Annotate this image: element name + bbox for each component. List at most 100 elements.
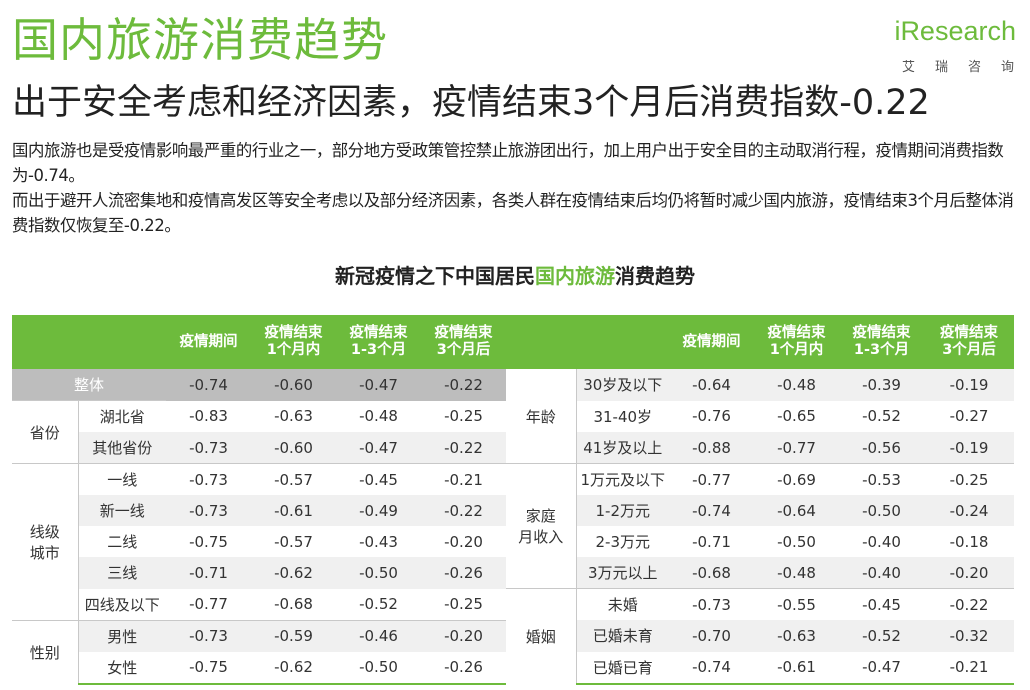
row-label: 已婚未育 bbox=[576, 620, 669, 652]
value-cell: -0.65 bbox=[777, 407, 816, 426]
value-cell: -0.68 bbox=[274, 595, 313, 613]
value-cell: -0.77 bbox=[189, 595, 228, 613]
value-cell: -0.64 bbox=[669, 369, 754, 401]
consumption-index-table: 疫情期间 疫情结束 1个月内 疫情结束 1-3个月 疫情结束 3个月后 疫情期间 疫情… bbox=[12, 315, 1014, 685]
value-cell: -0.22 bbox=[421, 369, 506, 401]
value-cell: -0.64 bbox=[754, 495, 839, 526]
table-row: 性别 男性 -0.73 -0.59 -0.46 -0.20 已婚未育 -0.70… bbox=[12, 619, 1014, 684]
value-cell: -0.73 bbox=[166, 432, 251, 464]
header-3-month-after-r: 疫情结束 3个月后 bbox=[924, 315, 1014, 369]
group-label-province: 省份 bbox=[12, 400, 79, 464]
value-cell: -0.49 bbox=[336, 495, 421, 526]
value-cell: -0.47 bbox=[336, 432, 421, 464]
value-cell: -0.83 bbox=[189, 407, 228, 426]
table-title: 新冠疫情之下中国居民国内旅游消费趋势 bbox=[335, 264, 695, 288]
row-label: 2-3万元 bbox=[595, 533, 651, 551]
value-cell: -0.20 bbox=[444, 532, 483, 551]
value-cell: -0.73 bbox=[166, 463, 251, 495]
row-label-overall: 整体 bbox=[12, 369, 166, 401]
value-cell: -0.22 bbox=[924, 588, 1014, 620]
table-row: 新一线 -0.73 -0.61 -0.49 -0.22 1-2万元 -0.74 … bbox=[12, 495, 1014, 526]
value-cell: -0.53 bbox=[839, 463, 924, 495]
value-cell: -0.52 bbox=[839, 620, 924, 652]
row-label: 31-40岁 bbox=[593, 407, 653, 426]
row-label: 41岁及以上 bbox=[576, 432, 669, 464]
header-blank-left bbox=[12, 315, 166, 369]
table-row: 省份 湖北省 -0.83 -0.63 -0.48 -0.25 31-40岁 -0… bbox=[12, 400, 1014, 464]
value-cell: -0.40 bbox=[839, 557, 924, 589]
value-cell: -0.22 bbox=[421, 495, 506, 526]
value-cell: -0.55 bbox=[754, 588, 839, 620]
value-cell: -0.26 bbox=[421, 557, 506, 589]
value-cell: -0.18 bbox=[949, 532, 989, 551]
value-cell: -0.77 bbox=[669, 463, 754, 495]
paragraph-line-1: 国内旅游也是受疫情影响最严重的行业之一，部分地方受政策管控禁止旅游团出行，加上用… bbox=[12, 141, 1004, 185]
value-cell: -0.60 bbox=[251, 432, 336, 464]
table-row: 二线 -0.75 -0.57 -0.43 -0.20 2-3万元 -0.71 -… bbox=[12, 526, 1014, 557]
value-cell: -0.77 bbox=[754, 432, 839, 464]
value-cell: -0.62 bbox=[251, 557, 336, 589]
row-label: 三线 bbox=[78, 557, 166, 589]
value-cell: -0.24 bbox=[924, 495, 1014, 526]
header-1-3-month-r: 疫情结束 1-3个月 bbox=[839, 315, 924, 369]
row-label: 1万元及以下 bbox=[576, 463, 669, 495]
value-cell: -0.59 bbox=[251, 619, 336, 652]
intro-paragraph: 国内旅游也是受疫情影响最严重的行业之一，部分地方受政策管控禁止旅游团出行，加上用… bbox=[12, 138, 1028, 238]
row-label: 3万元以上 bbox=[576, 557, 669, 589]
logo-chinese: 艾瑞咨询 bbox=[901, 60, 1030, 75]
value-cell: -0.47 bbox=[336, 369, 421, 401]
value-cell: -0.52 bbox=[359, 595, 398, 613]
row-label: 男性 bbox=[78, 619, 166, 652]
row-label: 四线及以下 bbox=[84, 595, 160, 614]
table-header-row: 疫情期间 疫情结束 1个月内 疫情结束 1-3个月 疫情结束 3个月后 疫情期间 疫情… bbox=[12, 315, 1014, 369]
value-cell: -0.20 bbox=[924, 557, 1014, 589]
row-label: 二线 bbox=[107, 533, 138, 551]
page-title: 国内旅游消费趋势 bbox=[12, 13, 388, 67]
value-cell: -0.40 bbox=[862, 532, 901, 551]
group-label-city-tier: 线级 城市 bbox=[12, 463, 79, 620]
value-cell: -0.19 bbox=[924, 369, 1014, 401]
value-cell: -0.39 bbox=[839, 369, 924, 401]
header-during: 疫情期间 bbox=[166, 315, 251, 369]
value-cell: -0.27 bbox=[949, 407, 989, 426]
header-1-month-r: 疫情结束 1个月内 bbox=[754, 315, 839, 369]
value-cell: -0.26 bbox=[421, 651, 506, 685]
value-cell: -0.32 bbox=[924, 620, 1014, 652]
value-cell: -0.45 bbox=[336, 463, 421, 495]
value-cell: -0.60 bbox=[251, 369, 336, 401]
group-label-income: 家庭 月收入 bbox=[506, 463, 577, 589]
table-row: 三线 -0.71 -0.62 -0.50 -0.26 3万元以上 -0.68 -… bbox=[12, 557, 1014, 589]
value-cell: -0.19 bbox=[924, 432, 1014, 464]
row-label: 已婚已育 bbox=[576, 651, 669, 685]
value-cell: -0.73 bbox=[166, 495, 251, 526]
value-cell: -0.45 bbox=[839, 588, 924, 620]
value-cell: -0.73 bbox=[166, 619, 251, 652]
group-label-marriage: 婚姻 bbox=[506, 588, 577, 684]
value-cell: -0.43 bbox=[359, 532, 398, 551]
value-cell: -0.50 bbox=[777, 532, 816, 551]
value-cell: -0.50 bbox=[336, 557, 421, 589]
row-label: 1-2万元 bbox=[576, 495, 669, 526]
row-label: 未婚 bbox=[576, 588, 669, 620]
header-during-r: 疫情期间 bbox=[669, 315, 754, 369]
table-row: 四线及以下 -0.77 -0.68 -0.52 -0.25 婚姻 未婚 -0.7… bbox=[12, 588, 1014, 684]
value-cell: -0.25 bbox=[444, 407, 483, 426]
value-cell: -0.74 bbox=[669, 495, 754, 526]
paragraph-line-2: 而出于避开人流密集地和疫情高发区等安全考虑以及部分经济因素，各类人群在疫情结束后… bbox=[12, 191, 1014, 235]
value-cell: -0.57 bbox=[251, 463, 336, 495]
value-cell: -0.62 bbox=[251, 651, 336, 685]
value-cell: -0.76 bbox=[692, 407, 731, 426]
table-row: 女性 -0.75 -0.62 -0.50 -0.26 已婚已育 -0.74 -0… bbox=[12, 651, 1014, 685]
group-label-gender: 性别 bbox=[12, 619, 79, 684]
value-cell: -0.25 bbox=[444, 595, 483, 613]
value-cell: -0.63 bbox=[754, 620, 839, 652]
value-cell: -0.50 bbox=[336, 651, 421, 685]
row-label: 30岁及以下 bbox=[576, 369, 669, 401]
value-cell: -0.63 bbox=[274, 407, 313, 426]
header-1-3-month: 疫情结束 1-3个月 bbox=[336, 315, 421, 369]
logo-wordmark: iResearch bbox=[894, 16, 1016, 46]
value-cell: -0.69 bbox=[754, 463, 839, 495]
value-cell: -0.48 bbox=[754, 557, 839, 589]
value-cell: -0.56 bbox=[839, 432, 924, 464]
value-cell: -0.88 bbox=[669, 432, 754, 464]
